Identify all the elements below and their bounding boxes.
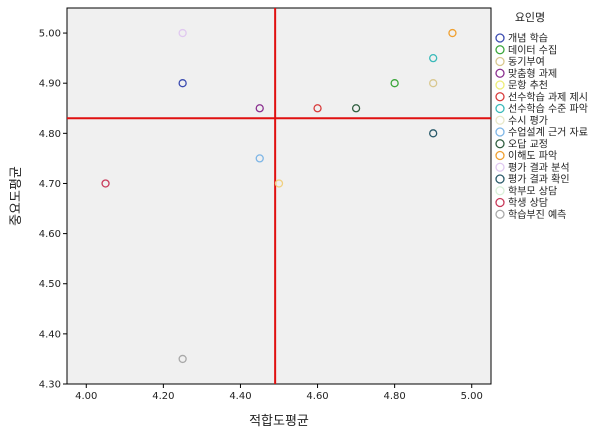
legend-item-label: 맞춤형 과제 xyxy=(508,68,557,80)
x-axis-ticks: 4.00 4.20 4.40 4.60 4.80 5.00 xyxy=(75,384,483,402)
legend-marker xyxy=(495,174,505,184)
legend-item-label: 학생 상담 xyxy=(508,197,548,209)
legend-item-label: 선수학습 수준 파악 xyxy=(508,103,588,115)
x-tick-label: 4.20 xyxy=(152,391,174,402)
data-point xyxy=(178,79,187,88)
legend-title: 요인명 xyxy=(515,11,545,24)
legend-marker xyxy=(495,115,505,125)
legend-item-label: 선수학습 과제 제시 xyxy=(508,91,588,103)
legend-marker xyxy=(495,197,505,208)
y-tick-label: 4.60 xyxy=(39,229,61,240)
legend-item-label: 평가 결과 분석 xyxy=(508,162,570,174)
legend-item-label: 데이터 수집 xyxy=(508,44,557,56)
x-tick-label: 4.60 xyxy=(306,391,328,402)
data-point xyxy=(429,79,438,88)
data-point xyxy=(178,354,187,364)
reference-lines xyxy=(67,8,491,384)
legend-marker xyxy=(495,162,505,172)
data-point xyxy=(178,28,187,38)
legend-marker xyxy=(495,127,505,137)
y-tick-label: 4.30 xyxy=(39,380,61,391)
legend-item-label: 개념 학습 xyxy=(508,33,548,45)
legend-item-label: 학부모 상담 xyxy=(508,185,557,197)
legend-marker xyxy=(495,150,505,161)
y-axis-label: 중요도평균 xyxy=(9,166,24,226)
legend-item-label: 오답 교정 xyxy=(508,138,548,150)
y-tick-label: 4.80 xyxy=(39,129,61,140)
legend-marker xyxy=(495,139,505,149)
legend-marker xyxy=(495,45,505,55)
x-tick-label: 4.00 xyxy=(75,391,97,402)
data-point xyxy=(255,104,264,113)
y-tick-label: 4.40 xyxy=(39,329,61,340)
y-tick-label: 4.70 xyxy=(39,179,61,190)
legend-marker xyxy=(495,68,505,78)
legend-marker xyxy=(495,103,505,114)
plot-area xyxy=(66,7,492,385)
legend-marker xyxy=(495,186,505,196)
data-point xyxy=(448,28,457,38)
data-points xyxy=(101,28,457,364)
legend-item-label: 문항 추천 xyxy=(508,80,548,92)
x-tick-label: 5.00 xyxy=(461,391,483,402)
legend-marker xyxy=(495,80,505,90)
data-point xyxy=(313,104,322,113)
x-axis-label: 적합도평균 xyxy=(249,414,309,429)
legend-marker xyxy=(495,56,505,67)
data-point xyxy=(255,154,264,163)
legend-item-label: 학습부진 예측 xyxy=(508,209,566,221)
data-point xyxy=(390,79,399,88)
y-tick-label: 5.00 xyxy=(39,29,61,40)
y-tick-label: 4.50 xyxy=(39,279,61,290)
x-tick-label: 4.40 xyxy=(229,391,251,402)
legend-item-label: 수시 평가 xyxy=(508,115,548,127)
legend-item-label: 평가 결과 확인 xyxy=(508,174,570,186)
y-tick-label: 4.90 xyxy=(39,79,61,90)
data-point xyxy=(351,104,361,113)
data-point xyxy=(274,179,284,188)
data-point xyxy=(101,179,110,188)
x-tick-label: 4.80 xyxy=(384,391,406,402)
legend-item-label: 이해도 파악 xyxy=(508,149,557,162)
legend-marker xyxy=(495,33,505,43)
legend-marker xyxy=(495,209,505,219)
legend-item-label: 동기부여 xyxy=(508,56,545,68)
data-point xyxy=(429,53,438,63)
y-axis-ticks: 4.30 4.40 4.50 4.60 4.70 4.80 4.90 5.00 xyxy=(39,29,67,391)
data-point xyxy=(429,129,438,138)
legend-item-label: 수업설계 근거 자료 xyxy=(508,126,588,139)
legend-marker xyxy=(495,92,505,102)
